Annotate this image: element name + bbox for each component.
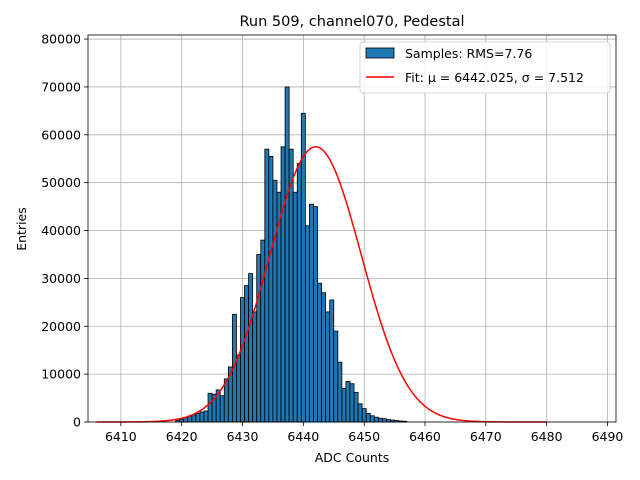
histogram-bar: [317, 282, 322, 423]
histogram-bar: [223, 378, 229, 423]
histogram-bar: [195, 412, 201, 423]
x-tick-label: 6480: [531, 429, 563, 444]
histogram-bar: [373, 416, 379, 423]
y-tick-label: 10000: [41, 367, 81, 382]
histogram-bar: [268, 155, 274, 423]
histogram-bar: [272, 179, 278, 423]
histogram-bar: [309, 203, 314, 423]
legend-swatch-samples: [365, 47, 395, 59]
fit-curve: [96, 146, 547, 423]
histogram-bar: [244, 285, 249, 423]
histogram-bar: [260, 239, 266, 423]
x-tick-label: 6430: [227, 429, 259, 444]
histogram-bar: [219, 395, 225, 423]
legend-label-samples: Samples: RMS=7.76: [405, 46, 532, 61]
histogram-bar: [191, 414, 197, 423]
histogram-bar: [369, 415, 375, 423]
x-tick-label: 6450: [348, 429, 380, 444]
legend-label-fit: Fit: μ = 6442.025, σ = 7.512: [405, 70, 584, 85]
histogram-bar: [187, 415, 193, 423]
x-axis: 6410 6420 6430 6440 6450 6460 6470 6480 6490: [105, 422, 623, 444]
plot-frame: [87, 34, 617, 423]
y-tick-label: 40000: [41, 223, 81, 238]
histogram-bar: [377, 417, 383, 423]
legend: Samples: RMS=7.76 Fit: μ = 6442.025, σ =…: [359, 41, 611, 94]
histogram-bar: [382, 418, 387, 423]
histogram-bar: [179, 418, 185, 423]
y-tick-label: 30000: [41, 271, 81, 286]
y-axis: 0 10000 20000 30000 40000 50000 60000 70000 8000…: [41, 32, 88, 430]
histogram-bar: [288, 148, 294, 423]
x-tick-label: 6460: [409, 429, 441, 444]
histogram-bar: [236, 354, 241, 423]
histogram-bar: [337, 361, 343, 423]
histogram-bar: [203, 410, 209, 423]
histogram-bar: [353, 391, 359, 423]
y-tick-label: 0: [73, 415, 81, 430]
histogram-bar: [341, 388, 347, 423]
y-tick-label: 60000: [41, 127, 81, 142]
histogram-bar: [325, 311, 331, 423]
histogram-bar: [361, 408, 367, 423]
histogram-bar: [357, 403, 363, 423]
x-tick-label: 6420: [166, 429, 198, 444]
histogram-bar: [333, 330, 339, 423]
histogram-bar: [321, 292, 327, 423]
histogram-bar: [296, 163, 302, 423]
x-tick-label: 6490: [592, 429, 624, 444]
y-tick-label: 20000: [41, 319, 81, 334]
histogram-bar: [292, 191, 298, 423]
y-tick-label: 50000: [41, 175, 81, 190]
legend-box: [359, 41, 611, 94]
histogram-bar: [365, 412, 371, 423]
histogram-bar: [280, 146, 286, 423]
chart-title: Run 509, channel070, Pedestal: [239, 14, 464, 30]
y-tick-label: 80000: [41, 32, 81, 47]
x-tick-label: 6470: [470, 429, 502, 444]
histogram-bar: [240, 297, 245, 423]
y-axis-label: Entries: [14, 207, 29, 251]
histogram-bar: [199, 411, 205, 423]
x-axis-label: ADC Counts: [315, 450, 390, 465]
histogram-bar: [313, 206, 318, 423]
histogram-bar: [256, 254, 262, 423]
histogram-bar: [304, 225, 310, 423]
histogram-bar: [349, 383, 355, 423]
histogram-bar: [329, 299, 335, 423]
x-tick-label: 6440: [287, 429, 319, 444]
histogram-bar: [284, 86, 290, 423]
histogram-bar: [264, 148, 270, 423]
x-tick-label: 6410: [105, 429, 137, 444]
histogram-bar: [248, 273, 254, 423]
histogram-bar: [252, 311, 258, 423]
histogram-bar: [207, 392, 213, 423]
histogram-bars: [175, 86, 408, 423]
histogram-bar: [345, 380, 351, 423]
y-tick-label: 70000: [41, 79, 81, 94]
